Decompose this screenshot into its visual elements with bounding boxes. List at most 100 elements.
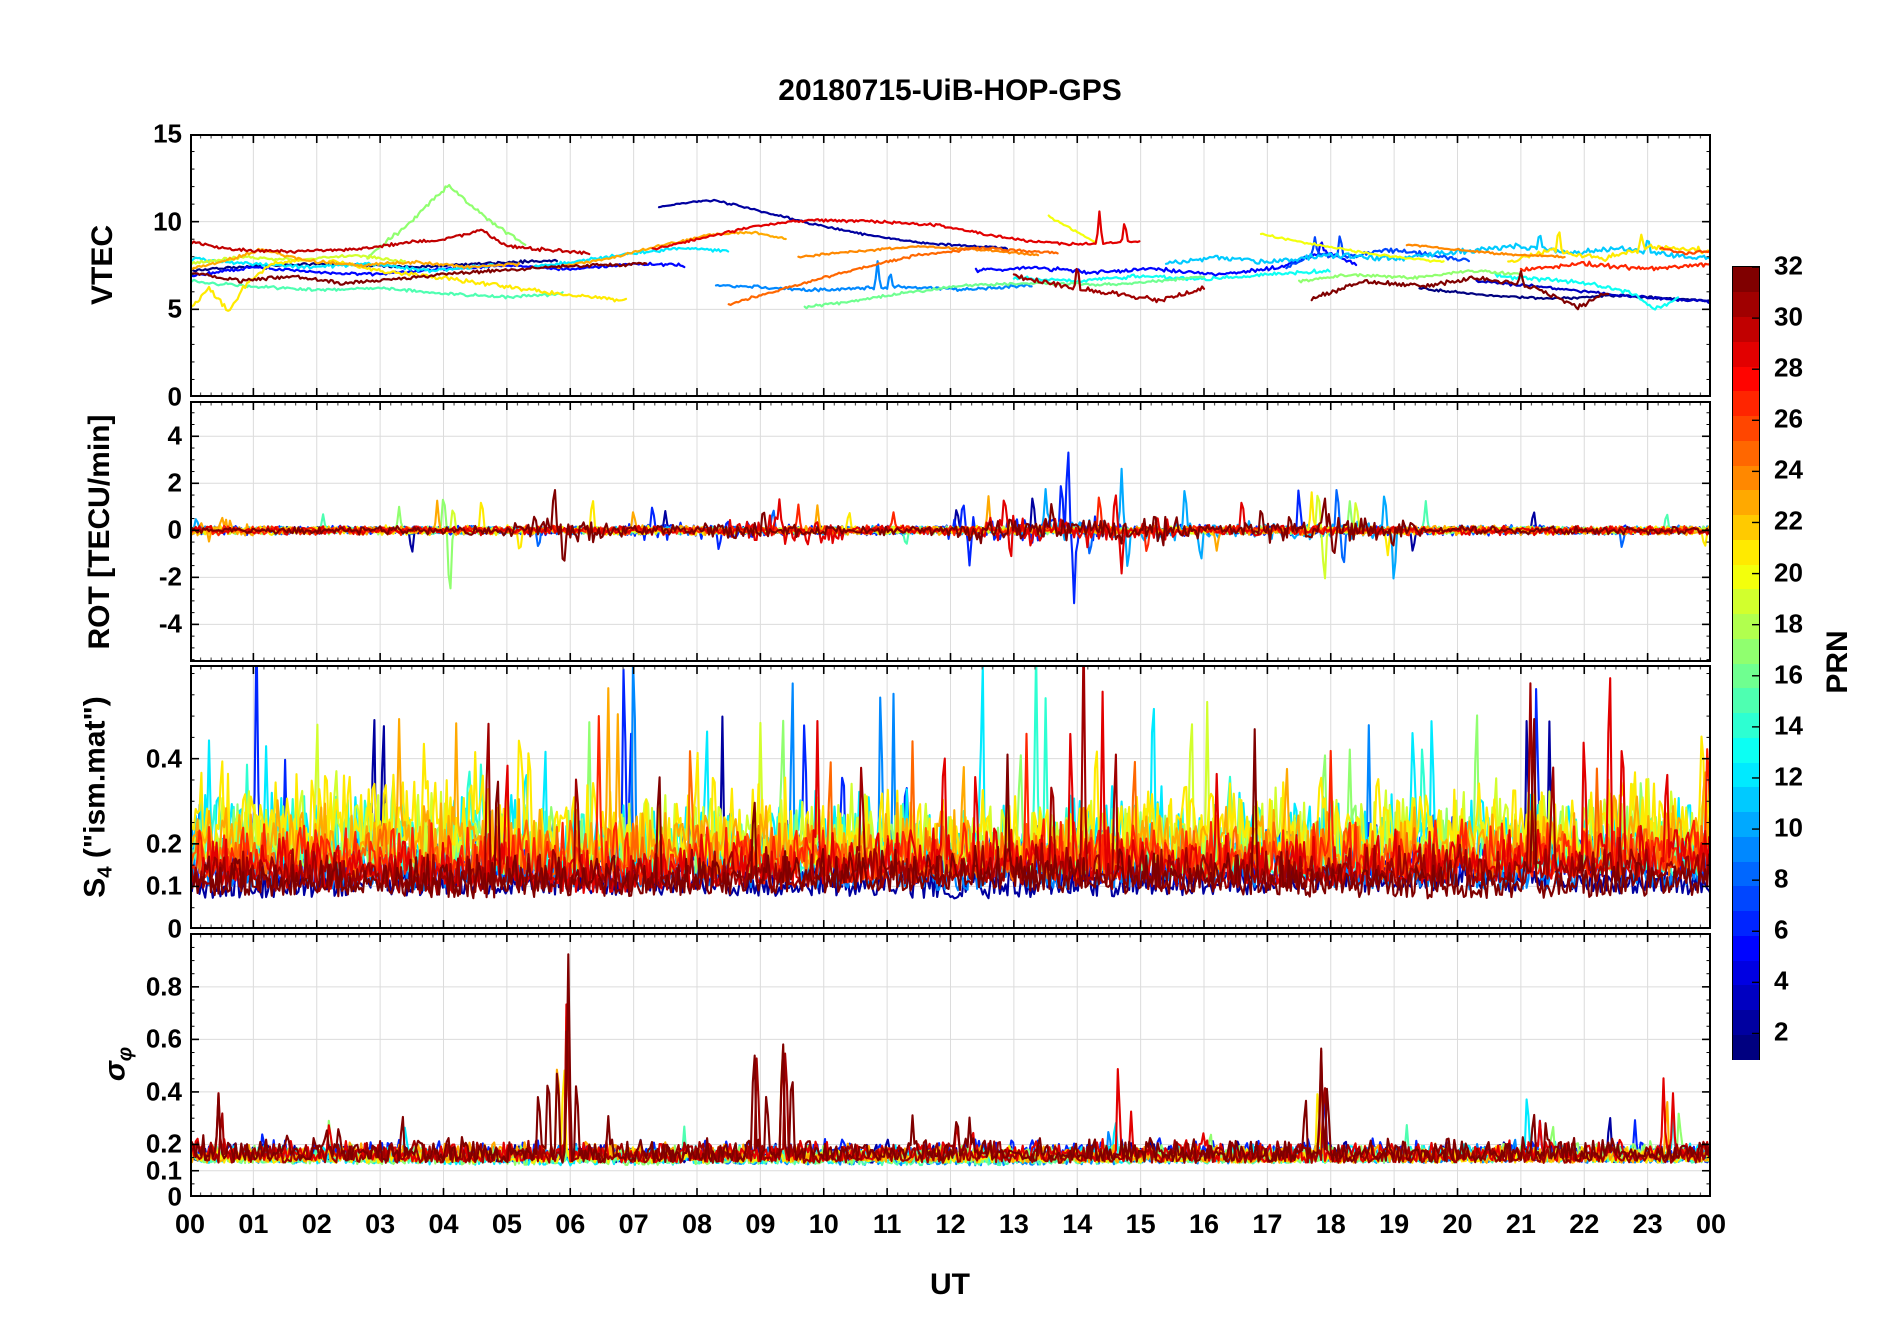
x-tick-label: 17 bbox=[1252, 1209, 1283, 1239]
y-axis-label-part: ("ism.mat") bbox=[78, 696, 112, 867]
x-tick-label: 18 bbox=[1315, 1209, 1346, 1239]
colorbar-cell-prn-5 bbox=[1733, 935, 1759, 961]
x-tick-label: 00 bbox=[174, 1209, 206, 1239]
x-axis-label: UT bbox=[930, 1268, 970, 1301]
x-tick-label: 21 bbox=[1505, 1209, 1536, 1239]
colorbar-tick-label: 24 bbox=[1774, 454, 1803, 485]
colorbar-cell-prn-25 bbox=[1733, 440, 1759, 466]
colorbar-cell-prn-19 bbox=[1733, 588, 1759, 614]
panel-rot bbox=[190, 401, 1711, 662]
series-prn-7 bbox=[1285, 235, 1470, 270]
series-prn-24 bbox=[797, 244, 1040, 259]
colorbar-tick-label: 14 bbox=[1774, 710, 1803, 741]
y-axis-label-part: 4 bbox=[94, 866, 117, 878]
series-prn-25 bbox=[727, 246, 1059, 306]
plot-area-vtec bbox=[190, 134, 1711, 397]
chart-title: 20180715-UiB-HOP-GPS bbox=[778, 74, 1122, 107]
colorbar-tick-label: 18 bbox=[1774, 608, 1803, 639]
colorbar-cell-prn-28 bbox=[1733, 366, 1759, 392]
x-tick-label: 08 bbox=[681, 1209, 713, 1239]
colorbar-cell-prn-8 bbox=[1733, 861, 1759, 887]
series-prn-21 bbox=[1507, 231, 1711, 263]
x-tick-label: 07 bbox=[618, 1209, 649, 1239]
colorbar-cell-prn-23 bbox=[1733, 489, 1759, 515]
y-axis-label-sigma-phi: σφ bbox=[98, 1047, 137, 1081]
colorbar-tick-label: 30 bbox=[1774, 301, 1803, 332]
x-tick-label: 02 bbox=[301, 1209, 332, 1239]
colorbar-cell-prn-14 bbox=[1733, 712, 1759, 738]
colorbar-cell-prn-13 bbox=[1733, 737, 1759, 763]
y-tick-label-s4: 0.2 bbox=[145, 828, 182, 859]
colorbar-cell-prn-2 bbox=[1733, 1009, 1759, 1035]
series-prn-9 bbox=[714, 260, 1033, 293]
y-tick-label-s4: 0.1 bbox=[145, 870, 182, 901]
y-tick-label-sigma_phi: 0 bbox=[167, 1181, 182, 1212]
colorbar-cell-prn-3 bbox=[1733, 984, 1759, 1010]
series-prn-27 bbox=[1519, 260, 1711, 272]
colorbar-cell-prn-27 bbox=[1733, 390, 1759, 416]
series-prn-32 bbox=[190, 953, 1711, 1164]
y-tick-label-vtec: 5 bbox=[167, 293, 182, 324]
y-axis-label-s4: S4 ("ism.mat") bbox=[78, 696, 117, 898]
colorbar-cell-prn-21 bbox=[1733, 539, 1759, 565]
colorbar-cell-prn-9 bbox=[1733, 836, 1759, 862]
y-axis-label-part: σ bbox=[98, 1061, 132, 1082]
x-tick-label: 11 bbox=[872, 1209, 902, 1239]
y-tick-label-vtec: 10 bbox=[153, 206, 182, 237]
y-axis-label-part: φ bbox=[114, 1046, 137, 1062]
series-prn-17 bbox=[1298, 269, 1521, 284]
y-axis-label-part: S bbox=[78, 877, 112, 898]
x-tick-label: 01 bbox=[238, 1209, 269, 1239]
y-tick-label-s4: 0.4 bbox=[145, 743, 182, 774]
colorbar-tick-label: 10 bbox=[1774, 812, 1803, 843]
series-prn-21 bbox=[328, 259, 628, 303]
colorbar-cell-prn-20 bbox=[1733, 564, 1759, 590]
colorbar-tick-label: 32 bbox=[1774, 250, 1803, 281]
series-prn-20 bbox=[1047, 214, 1098, 244]
colorbar-cell-prn-11 bbox=[1733, 786, 1759, 812]
y-tick-label-rot: 4 bbox=[167, 420, 182, 451]
y-tick-label-sigma_phi: 0.6 bbox=[145, 1023, 182, 1054]
series-prn-29 bbox=[651, 210, 1141, 251]
colorbar-cell-prn-31 bbox=[1733, 291, 1759, 317]
colorbar-label-prn: PRN bbox=[1821, 630, 1854, 694]
colorbar-tick-label: 22 bbox=[1774, 505, 1803, 536]
panel-vtec bbox=[190, 134, 1711, 397]
series-prn-32 bbox=[190, 488, 1711, 562]
x-tick-label: 03 bbox=[365, 1209, 396, 1239]
series-prn-32 bbox=[190, 261, 648, 286]
y-tick-label-sigma_phi: 0.4 bbox=[145, 1076, 182, 1107]
series-prn-32 bbox=[1310, 270, 1610, 311]
colorbar-tick-label: 2 bbox=[1774, 1016, 1789, 1047]
series-prn-30 bbox=[190, 228, 591, 256]
colorbar-cell-prn-7 bbox=[1733, 885, 1759, 911]
plot-area-s4 bbox=[190, 665, 1711, 929]
x-tick-label: 00 bbox=[1695, 1209, 1727, 1239]
plot-area-sigma_phi bbox=[190, 933, 1711, 1197]
colorbar-tick-label: 16 bbox=[1774, 659, 1803, 690]
colorbar bbox=[1732, 266, 1760, 1060]
y-tick-label-sigma_phi: 0.8 bbox=[145, 971, 182, 1002]
colorbar-cell-prn-15 bbox=[1733, 687, 1759, 713]
x-tick-label: 06 bbox=[555, 1209, 586, 1239]
colorbar-cell-prn-10 bbox=[1733, 811, 1759, 837]
y-tick-label-rot: 2 bbox=[167, 467, 182, 498]
series-prn-23 bbox=[556, 230, 787, 269]
colorbar-tick-label: 26 bbox=[1774, 403, 1803, 434]
x-tick-label: 23 bbox=[1632, 1209, 1663, 1239]
x-tick-label: 19 bbox=[1379, 1209, 1410, 1239]
x-tick-label: 10 bbox=[808, 1209, 839, 1239]
colorbar-tick-label: 8 bbox=[1774, 863, 1789, 894]
colorbar-tick-label: 6 bbox=[1774, 914, 1789, 945]
y-tick-label-rot: 0 bbox=[167, 514, 182, 545]
series-prn-32 bbox=[190, 718, 1711, 900]
series-prn-16 bbox=[803, 275, 1206, 310]
colorbar-tick-label: 28 bbox=[1774, 352, 1803, 383]
colorbar-cell-prn-30 bbox=[1733, 316, 1759, 342]
series-prn-17 bbox=[366, 183, 527, 260]
series-prn-13 bbox=[1494, 272, 1680, 311]
colorbar-tick-label: 12 bbox=[1774, 761, 1803, 792]
y-tick-label-vtec: 0 bbox=[167, 381, 182, 412]
series-prn-15 bbox=[190, 278, 564, 300]
